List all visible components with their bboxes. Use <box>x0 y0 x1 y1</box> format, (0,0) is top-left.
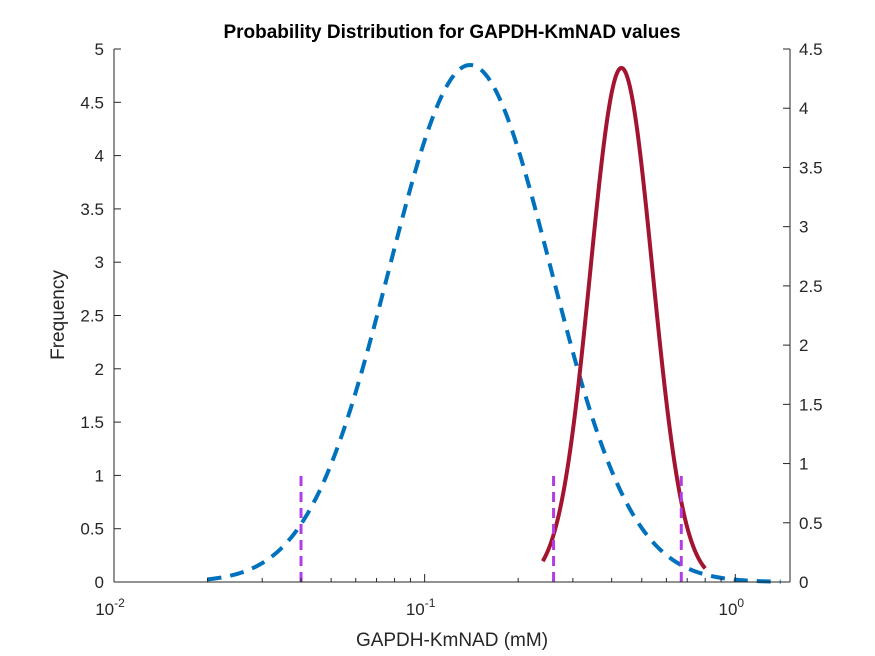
y-left-tick-label: 0.5 <box>80 520 104 539</box>
y-right-tick-label: 4 <box>799 99 808 118</box>
series-0-line <box>207 62 781 584</box>
series-1-line <box>541 65 707 570</box>
y-left-tick-label: 2.5 <box>80 307 104 326</box>
x-tick-label: 10-1 <box>406 596 436 619</box>
y-left-tick-label: 4.5 <box>80 93 104 112</box>
y-right-tick-label: 3.5 <box>799 158 823 177</box>
y-left-tick-label: 2 <box>95 360 104 379</box>
x-tick-label: 10-2 <box>95 596 125 619</box>
x-axis-label: GAPDH-KmNAD (mM) <box>356 630 548 651</box>
y-right-tick-label: 1.5 <box>799 395 823 414</box>
y-left-tick-label: 5 <box>95 40 104 59</box>
y-left-tick-label: 3.5 <box>80 200 104 219</box>
axes-layer: 0 0.5 1 1.5 2 2.5 3 3.5 4 4.5 5 0 0.5 1 1.5 2 2.5 3 3.5 4 4.… <box>80 40 822 619</box>
y-right-tick-label: 0.5 <box>799 514 823 533</box>
y-right-tick-label: 2 <box>799 336 808 355</box>
y-left-tick-label: 4 <box>95 147 104 166</box>
y-right-tick-label: 1 <box>799 455 808 474</box>
y-right-tick-label: 2.5 <box>799 277 823 296</box>
y-right-tick-label: 4.5 <box>799 40 823 59</box>
chart-title: Probability Distribution for GAPDH-KmNAD… <box>223 22 680 43</box>
y-right-tick-label: 3 <box>799 218 808 237</box>
y-right-tick-label: 0 <box>799 573 808 592</box>
x-tick-label: 100 <box>718 596 744 619</box>
y-left-tick-label: 3 <box>95 253 104 272</box>
plot-area <box>114 49 790 582</box>
y-left-tick-label: 0 <box>95 573 104 592</box>
y-left-tick-label: 1 <box>95 466 104 485</box>
y-axis-label: Frequency <box>48 270 69 360</box>
y-left-tick-label: 1.5 <box>80 413 104 432</box>
data-layer <box>207 62 781 584</box>
